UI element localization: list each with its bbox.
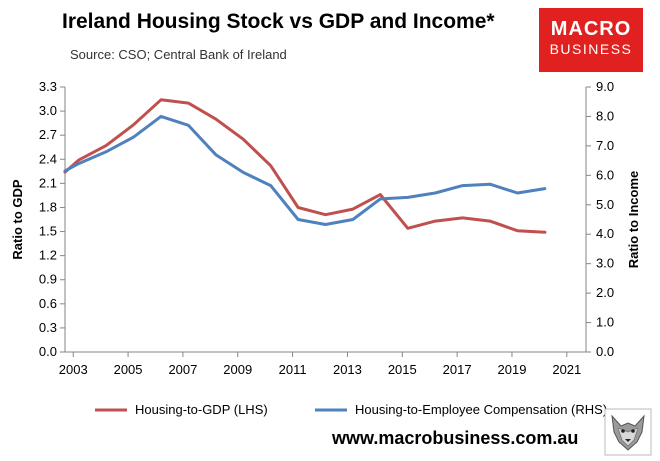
left-y-axis-title: Ratio to GDP <box>10 179 25 259</box>
chart-subtitle: Source: CSO; Central Bank of Ireland <box>70 47 287 62</box>
x-tick-label: 2021 <box>552 362 581 377</box>
x-tick-label: 2013 <box>333 362 362 377</box>
legend-label-housing-to-gdp: Housing-to-GDP (LHS) <box>135 402 268 417</box>
wolf-head-icon <box>604 408 652 456</box>
left-y-tick-label: 1.2 <box>39 248 57 263</box>
right-y-tick-label: 1.0 <box>596 315 614 330</box>
footer-url: www.macrobusiness.com.au <box>332 428 579 448</box>
right-y-tick-label: 5.0 <box>596 197 614 212</box>
series-line-housing-to-gdp <box>63 98 547 234</box>
right-y-tick-label: 9.0 <box>596 79 614 94</box>
right-y-tick-label: 2.0 <box>596 285 614 300</box>
series-line-housing-to-compensation <box>63 114 547 226</box>
legend-label-housing-to-compensation: Housing-to-Employee Compensation (RHS) <box>355 402 607 417</box>
x-tick-label: 2017 <box>443 362 472 377</box>
left-y-tick-label: 2.4 <box>39 151 57 166</box>
right-y-axis-title: Ratio to Income <box>626 171 641 269</box>
x-tick-label: 2003 <box>59 362 88 377</box>
x-tick-label: 2019 <box>498 362 527 377</box>
logo-line-2: BUSINESS <box>549 41 633 57</box>
macrobusiness-logo: MACRO BUSINESS <box>539 8 643 72</box>
right-y-tick-label: 0.0 <box>596 344 614 359</box>
right-y-tick-label: 4.0 <box>596 226 614 241</box>
x-tick-label: 2007 <box>168 362 197 377</box>
chart-title: Ireland Housing Stock vs GDP and Income* <box>62 10 495 33</box>
left-y-tick-label: 0.9 <box>39 272 57 287</box>
left-y-tick-label: 0.6 <box>39 296 57 311</box>
right-y-tick-label: 6.0 <box>596 167 614 182</box>
x-tick-label: 2015 <box>388 362 417 377</box>
left-y-tick-label: 1.8 <box>39 199 57 214</box>
left-y-tick-label: 2.1 <box>39 175 57 190</box>
left-y-tick-label: 2.7 <box>39 127 57 142</box>
right-y-tick-label: 3.0 <box>596 256 614 271</box>
left-y-tick-label: 0.0 <box>39 344 57 359</box>
left-y-tick-label: 3.3 <box>39 79 57 94</box>
left-y-tick-label: 1.5 <box>39 224 57 239</box>
right-y-tick-label: 7.0 <box>596 138 614 153</box>
right-y-tick-label: 8.0 <box>596 108 614 123</box>
logo-line-1: MACRO <box>550 18 632 40</box>
left-y-tick-label: 3.0 <box>39 103 57 118</box>
x-tick-label: 2009 <box>223 362 252 377</box>
x-tick-label: 2011 <box>279 362 307 377</box>
left-y-tick-label: 0.3 <box>39 320 57 335</box>
x-tick-label: 2005 <box>114 362 143 377</box>
